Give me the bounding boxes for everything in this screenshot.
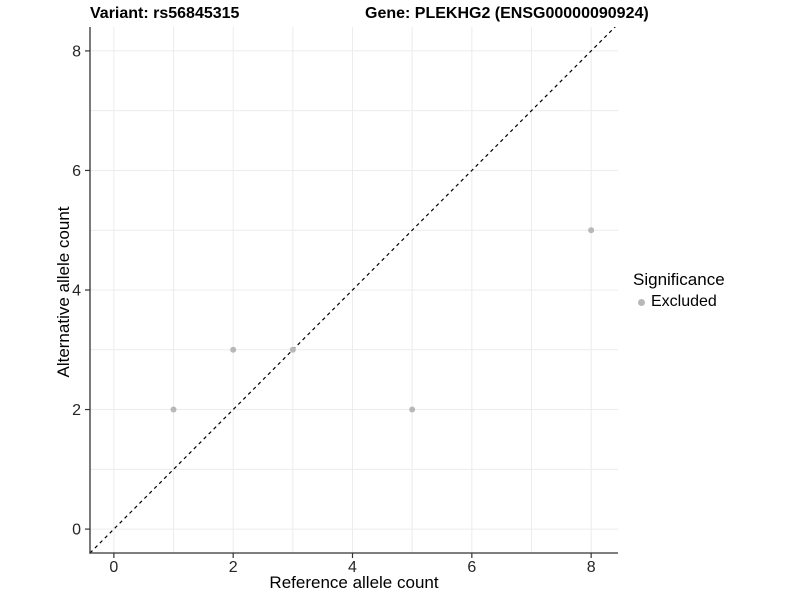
legend-entry-label: Excluded: [651, 293, 717, 310]
x-tick-label: 4: [348, 559, 357, 576]
x-tick-label: 2: [229, 559, 238, 576]
gene-title: Gene: PLEKHG2 (ENSG00000090924): [365, 5, 649, 22]
legend-entry-excluded: Excluded: [633, 293, 725, 311]
data-point-excluded: [289, 346, 296, 353]
identity-reference-line: [90, 27, 616, 553]
y-tick-label: 2: [72, 402, 81, 419]
x-tick-label: 0: [109, 559, 118, 576]
y-axis-title: Alternative allele count: [54, 206, 73, 378]
y-tick-label: 8: [72, 43, 81, 60]
y-tick-label: 6: [72, 163, 81, 180]
data-point-excluded: [230, 346, 237, 353]
x-axis-title: Reference allele count: [269, 573, 439, 592]
x-tick-label: 8: [587, 559, 596, 576]
y-tick-label: 0: [72, 522, 81, 539]
excluded-point-icon: [638, 298, 645, 306]
data-point-excluded: [409, 406, 416, 413]
y-tick-label: 4: [72, 283, 81, 300]
variant-title: Variant: rs56845315: [90, 5, 240, 22]
legend: Significance Excluded: [633, 270, 725, 311]
data-point-excluded: [588, 227, 595, 234]
x-tick-label: 6: [467, 559, 476, 576]
legend-title: Significance: [633, 270, 725, 289]
data-point-excluded: [170, 406, 177, 413]
